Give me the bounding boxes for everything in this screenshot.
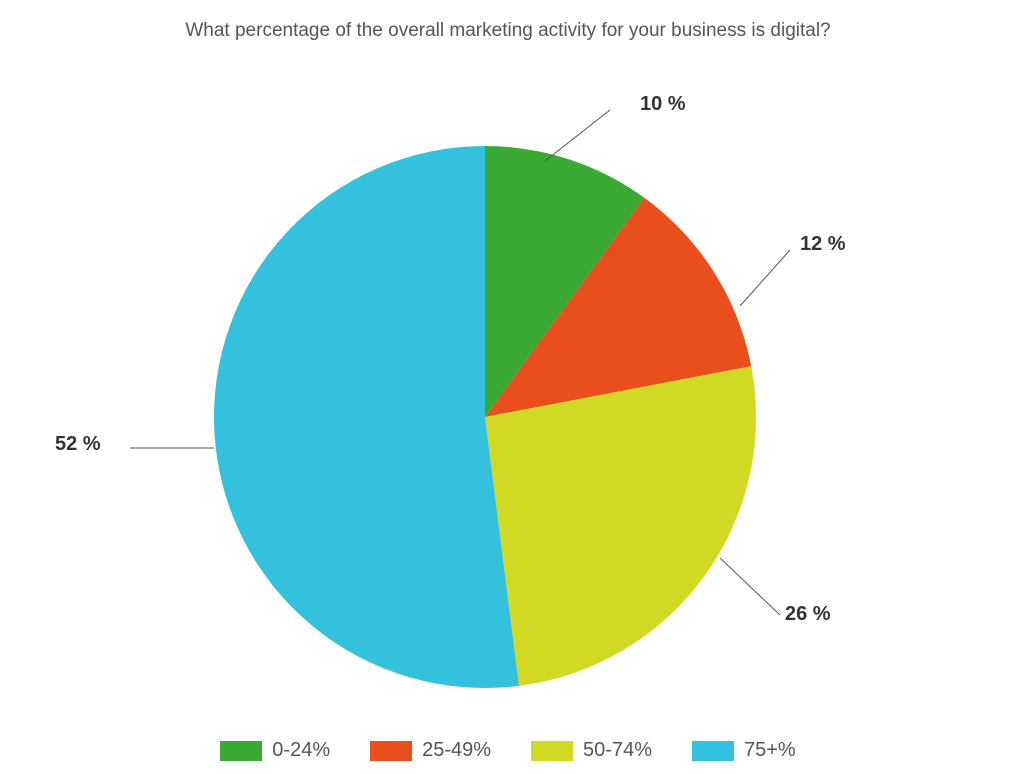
legend-item-0: 0-24%	[220, 739, 330, 762]
legend-item-1: 25-49%	[370, 739, 491, 762]
legend-label-0: 0-24%	[272, 739, 330, 762]
legend-item-3: 75+%	[692, 739, 796, 762]
legend: 0-24% 25-49% 50-74% 75+%	[0, 739, 1016, 762]
slice-label-0: 10 %	[640, 93, 686, 115]
legend-label-3: 75+%	[744, 739, 796, 762]
legend-swatch-0	[220, 741, 262, 761]
legend-swatch-3	[692, 741, 734, 761]
slice-label-2: 26 %	[785, 603, 831, 625]
pie-chart: 10 % 12 % 26 % 52 %	[0, 50, 1016, 710]
legend-label-1: 25-49%	[422, 739, 491, 762]
slice-label-1: 12 %	[800, 233, 846, 255]
legend-item-2: 50-74%	[531, 739, 652, 762]
pie-slice-3	[214, 146, 519, 688]
pie-slice-2	[485, 366, 756, 686]
legend-swatch-2	[531, 741, 573, 761]
legend-label-2: 50-74%	[583, 739, 652, 762]
slice-label-3: 52 %	[55, 433, 101, 455]
callout-line-2	[720, 558, 780, 615]
callout-line-1	[740, 250, 790, 306]
chart-title: What percentage of the overall marketing…	[0, 20, 1016, 42]
legend-swatch-1	[370, 741, 412, 761]
callout-line-0	[545, 110, 610, 161]
